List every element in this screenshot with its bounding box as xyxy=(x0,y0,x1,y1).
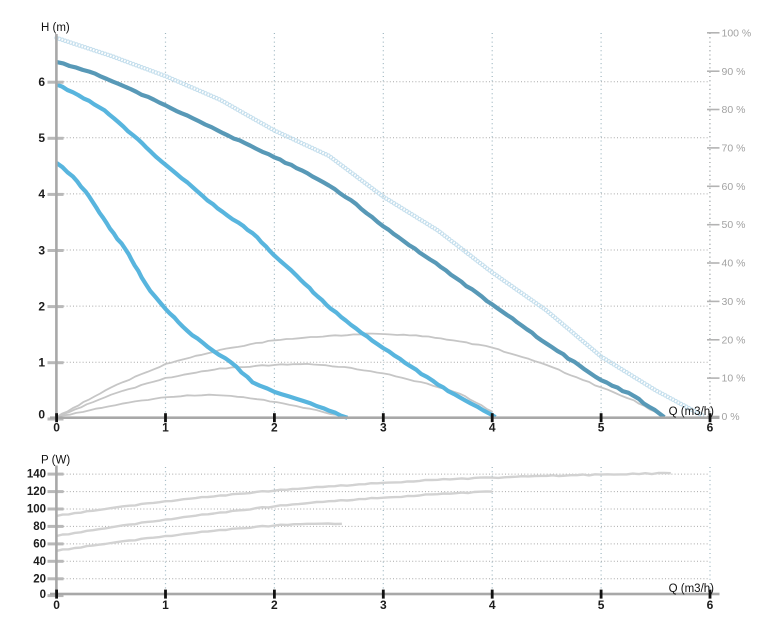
svg-text:20: 20 xyxy=(33,573,46,585)
svg-text:100: 100 xyxy=(27,504,46,516)
svg-text:4: 4 xyxy=(38,187,45,201)
svg-text:80: 80 xyxy=(33,521,46,533)
svg-text:80 %: 80 % xyxy=(722,104,746,116)
svg-text:Q (m3/h): Q (m3/h) xyxy=(669,583,715,595)
svg-text:1: 1 xyxy=(38,356,45,370)
svg-text:6: 6 xyxy=(707,598,714,612)
svg-text:0: 0 xyxy=(53,598,60,612)
svg-text:30 %: 30 % xyxy=(722,296,746,308)
svg-text:60: 60 xyxy=(33,539,46,551)
svg-text:3: 3 xyxy=(38,243,45,257)
svg-text:0 %: 0 % xyxy=(722,411,740,423)
svg-text:3: 3 xyxy=(380,421,387,435)
svg-text:40 %: 40 % xyxy=(722,258,746,270)
svg-text:Q (m3/h): Q (m3/h) xyxy=(669,406,715,418)
svg-text:70 %: 70 % xyxy=(722,143,746,155)
svg-text:2: 2 xyxy=(271,421,278,435)
svg-text:140: 140 xyxy=(27,469,46,481)
svg-text:1: 1 xyxy=(162,598,169,612)
svg-text:1: 1 xyxy=(162,421,169,435)
svg-text:6: 6 xyxy=(38,75,45,89)
svg-text:4: 4 xyxy=(489,421,496,435)
svg-text:P (W): P (W) xyxy=(41,455,70,467)
svg-text:60 %: 60 % xyxy=(722,181,746,193)
svg-text:4: 4 xyxy=(489,598,496,612)
svg-text:2: 2 xyxy=(38,299,45,313)
svg-text:20 %: 20 % xyxy=(722,334,746,346)
svg-text:6: 6 xyxy=(707,421,714,435)
svg-text:120: 120 xyxy=(27,486,46,498)
svg-text:H (m): H (m) xyxy=(41,22,70,34)
svg-text:0: 0 xyxy=(40,589,46,601)
svg-text:90 %: 90 % xyxy=(722,66,746,78)
svg-text:100 %: 100 % xyxy=(722,27,752,39)
svg-text:0: 0 xyxy=(38,408,45,422)
svg-text:5: 5 xyxy=(598,421,605,435)
svg-text:5: 5 xyxy=(38,131,45,145)
svg-text:2: 2 xyxy=(271,598,278,612)
svg-text:40: 40 xyxy=(33,556,46,568)
svg-text:50 %: 50 % xyxy=(722,219,746,231)
svg-text:10 %: 10 % xyxy=(722,373,746,385)
svg-text:3: 3 xyxy=(380,598,387,612)
svg-text:0: 0 xyxy=(53,421,60,435)
svg-text:5: 5 xyxy=(598,598,605,612)
